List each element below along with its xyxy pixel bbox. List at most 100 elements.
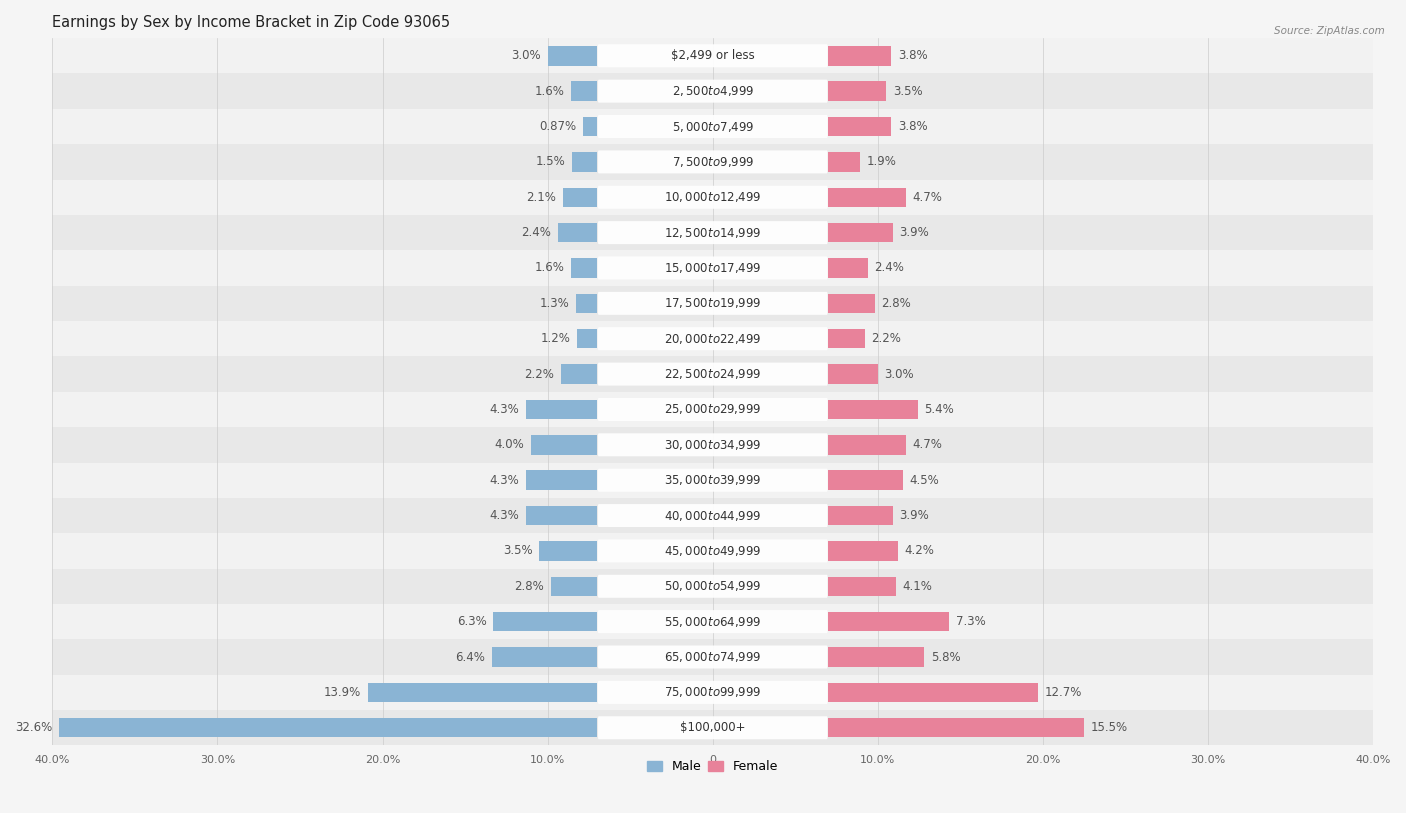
Text: 4.5%: 4.5%: [910, 474, 939, 487]
Bar: [828, 400, 918, 420]
Bar: [526, 471, 598, 490]
Bar: [828, 435, 905, 454]
Bar: [575, 293, 598, 313]
Text: 1.3%: 1.3%: [540, 297, 569, 310]
Bar: [52, 38, 1374, 73]
Bar: [828, 329, 865, 349]
FancyBboxPatch shape: [598, 433, 828, 456]
Text: 3.5%: 3.5%: [503, 545, 533, 558]
Bar: [572, 152, 598, 172]
Text: 3.0%: 3.0%: [884, 367, 914, 380]
FancyBboxPatch shape: [598, 468, 828, 492]
Text: $5,000 to $7,499: $5,000 to $7,499: [672, 120, 754, 133]
Text: Source: ZipAtlas.com: Source: ZipAtlas.com: [1274, 26, 1385, 36]
Bar: [828, 81, 886, 101]
Text: 4.7%: 4.7%: [912, 438, 942, 451]
Bar: [52, 144, 1374, 180]
FancyBboxPatch shape: [598, 504, 828, 527]
Text: 5.8%: 5.8%: [931, 650, 960, 663]
Bar: [526, 400, 598, 420]
Bar: [561, 364, 598, 384]
Bar: [828, 647, 924, 667]
Text: $17,500 to $19,999: $17,500 to $19,999: [664, 297, 762, 311]
Text: $40,000 to $44,999: $40,000 to $44,999: [664, 509, 762, 523]
Bar: [562, 188, 598, 207]
Text: 1.9%: 1.9%: [866, 155, 896, 168]
Bar: [52, 285, 1374, 321]
Bar: [52, 215, 1374, 250]
Bar: [52, 109, 1374, 144]
Bar: [52, 392, 1374, 427]
Bar: [59, 718, 598, 737]
Text: $55,000 to $64,999: $55,000 to $64,999: [664, 615, 762, 628]
FancyBboxPatch shape: [598, 292, 828, 315]
Bar: [52, 498, 1374, 533]
FancyBboxPatch shape: [598, 610, 828, 633]
FancyBboxPatch shape: [598, 150, 828, 173]
Text: $12,500 to $14,999: $12,500 to $14,999: [664, 226, 762, 240]
Bar: [52, 180, 1374, 215]
Bar: [828, 506, 893, 525]
Bar: [571, 259, 598, 278]
FancyBboxPatch shape: [598, 646, 828, 668]
Text: $75,000 to $99,999: $75,000 to $99,999: [664, 685, 762, 699]
Text: 2.8%: 2.8%: [882, 297, 911, 310]
FancyBboxPatch shape: [598, 115, 828, 138]
Text: 1.6%: 1.6%: [534, 85, 564, 98]
Bar: [828, 364, 877, 384]
Text: 3.0%: 3.0%: [512, 50, 541, 63]
FancyBboxPatch shape: [598, 398, 828, 421]
Bar: [578, 329, 598, 349]
Text: $45,000 to $49,999: $45,000 to $49,999: [664, 544, 762, 558]
Text: 4.3%: 4.3%: [489, 509, 520, 522]
Bar: [828, 223, 893, 242]
Bar: [540, 541, 598, 561]
FancyBboxPatch shape: [598, 185, 828, 209]
Bar: [828, 471, 903, 490]
Text: 2.1%: 2.1%: [526, 191, 555, 204]
Bar: [828, 683, 1038, 702]
Text: 2.2%: 2.2%: [872, 333, 901, 346]
Bar: [551, 576, 598, 596]
Text: 3.9%: 3.9%: [900, 226, 929, 239]
Bar: [52, 675, 1374, 710]
Bar: [494, 612, 598, 632]
Text: 15.5%: 15.5%: [1091, 721, 1128, 734]
Text: 2.4%: 2.4%: [875, 262, 904, 275]
Bar: [828, 46, 891, 66]
Text: 2.8%: 2.8%: [515, 580, 544, 593]
Bar: [548, 46, 598, 66]
Bar: [583, 117, 598, 137]
Bar: [367, 683, 598, 702]
Bar: [828, 576, 896, 596]
Text: 1.6%: 1.6%: [534, 262, 564, 275]
Text: 1.2%: 1.2%: [541, 333, 571, 346]
Text: 4.1%: 4.1%: [903, 580, 932, 593]
Text: 4.7%: 4.7%: [912, 191, 942, 204]
Text: 6.4%: 6.4%: [456, 650, 485, 663]
Bar: [52, 356, 1374, 392]
Text: 13.9%: 13.9%: [323, 686, 361, 699]
Text: $50,000 to $54,999: $50,000 to $54,999: [664, 580, 762, 593]
Text: 7.3%: 7.3%: [956, 615, 986, 628]
FancyBboxPatch shape: [598, 256, 828, 280]
FancyBboxPatch shape: [598, 716, 828, 739]
Bar: [828, 259, 868, 278]
Text: 3.8%: 3.8%: [897, 120, 928, 133]
Bar: [52, 73, 1374, 109]
Bar: [52, 321, 1374, 356]
FancyBboxPatch shape: [598, 680, 828, 704]
Text: 2.2%: 2.2%: [524, 367, 554, 380]
Text: $20,000 to $22,499: $20,000 to $22,499: [664, 332, 762, 346]
Text: 0.87%: 0.87%: [538, 120, 576, 133]
Text: 2.4%: 2.4%: [522, 226, 551, 239]
Text: $35,000 to $39,999: $35,000 to $39,999: [664, 473, 762, 487]
Text: 3.8%: 3.8%: [897, 50, 928, 63]
Text: $7,500 to $9,999: $7,500 to $9,999: [672, 155, 754, 169]
Legend: Male, Female: Male, Female: [643, 755, 783, 778]
Bar: [828, 612, 949, 632]
Text: $22,500 to $24,999: $22,500 to $24,999: [664, 367, 762, 381]
Bar: [558, 223, 598, 242]
Text: 12.7%: 12.7%: [1045, 686, 1083, 699]
Text: 1.5%: 1.5%: [536, 155, 565, 168]
